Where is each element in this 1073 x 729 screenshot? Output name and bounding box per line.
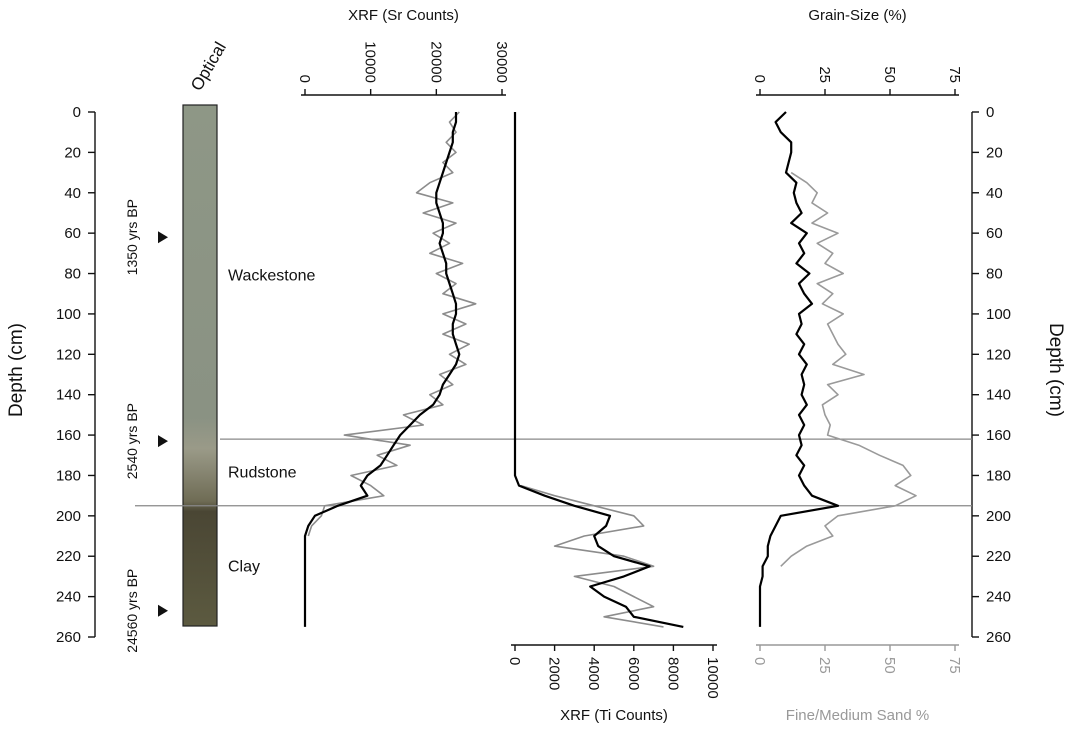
core-title: Optical	[187, 39, 230, 94]
y-tick-label-right: 120	[986, 346, 1011, 363]
x-tick-label: 2000	[546, 657, 563, 690]
y-tick-label: 80	[64, 266, 81, 283]
y-tick-label: 140	[56, 387, 81, 404]
x-tick-label: 50	[881, 66, 898, 83]
x-tick-label: 30000	[493, 41, 510, 83]
data-line	[520, 484, 664, 628]
x-tick-label: 10000	[362, 41, 379, 83]
age-marker	[158, 435, 168, 448]
y-tick-label-right: 20	[986, 144, 1003, 161]
y-axis-title: Depth (cm)	[6, 323, 27, 417]
x-tick-label: 8000	[664, 657, 681, 690]
y-tick-label: 120	[56, 346, 81, 363]
y-tick-label-right: 40	[986, 185, 1003, 202]
x-tick-label: 4000	[585, 657, 602, 690]
x-tick-label: 6000	[625, 657, 642, 690]
y-tick-label: 260	[56, 629, 81, 646]
y-tick-label: 160	[56, 427, 81, 444]
age-marker	[158, 604, 168, 617]
y-tick-label: 40	[64, 185, 81, 202]
x-tick-label: 75	[946, 657, 963, 674]
data-line	[780, 171, 917, 567]
y-tick-label: 60	[64, 225, 81, 242]
y-tick-label-right: 260	[986, 629, 1011, 646]
y-tick-label: 200	[56, 508, 81, 525]
x-tick-label: 75	[946, 66, 963, 83]
x-axis-title: XRF (Ti Counts)	[560, 707, 668, 724]
y-tick-label-right: 180	[986, 467, 1011, 484]
y-tick-label: 240	[56, 589, 81, 606]
x-tick-label: 10000	[704, 657, 721, 699]
x-tick-label: 0	[296, 75, 313, 83]
age-label: 24560 yrs BP	[124, 569, 140, 653]
y-tick-label-right: 60	[986, 225, 1003, 242]
data-line	[513, 112, 684, 628]
y-tick-label-right: 0	[986, 104, 994, 121]
x-tick-label: 25	[816, 66, 833, 83]
data-line	[758, 111, 840, 627]
y-tick-label: 20	[64, 144, 81, 161]
age-marker	[158, 231, 168, 244]
unit-label: Rudstone	[228, 464, 297, 481]
x-tick-label: 0	[751, 657, 768, 665]
x-axis-title: Grain-Size (%)	[808, 7, 906, 24]
data-line	[303, 112, 461, 627]
unit-label: Clay	[228, 558, 260, 575]
x-axis-title: Fine/Medium Sand %	[786, 707, 929, 724]
y-tick-label-right: 220	[986, 548, 1011, 565]
y-tick-label-right: 200	[986, 508, 1011, 525]
data-line	[307, 111, 477, 537]
y-tick-label-right: 80	[986, 266, 1003, 283]
y-tick-label-right: 240	[986, 589, 1011, 606]
y-tick-label-right: 160	[986, 427, 1011, 444]
y-tick-label-right: 100	[986, 306, 1011, 323]
x-axis-title: XRF (Sr Counts)	[348, 7, 459, 24]
age-label: 1350 yrs BP	[124, 199, 140, 275]
y-tick-label: 220	[56, 548, 81, 565]
core-image	[182, 104, 218, 627]
y-tick-label: 0	[73, 104, 81, 121]
x-tick-label: 50	[881, 657, 898, 674]
y-tick-label: 100	[56, 306, 81, 323]
unit-label: Wackestone	[228, 268, 316, 285]
x-tick-label: 20000	[427, 41, 444, 83]
x-tick-label: 25	[816, 657, 833, 674]
age-label: 2540 yrs BP	[124, 403, 140, 479]
x-tick-label: 0	[751, 75, 768, 83]
y-tick-label-right: 140	[986, 387, 1011, 404]
y-tick-label: 180	[56, 467, 81, 484]
y-axis-title-right: Depth (cm)	[1045, 323, 1066, 417]
x-tick-label: 0	[506, 657, 523, 665]
